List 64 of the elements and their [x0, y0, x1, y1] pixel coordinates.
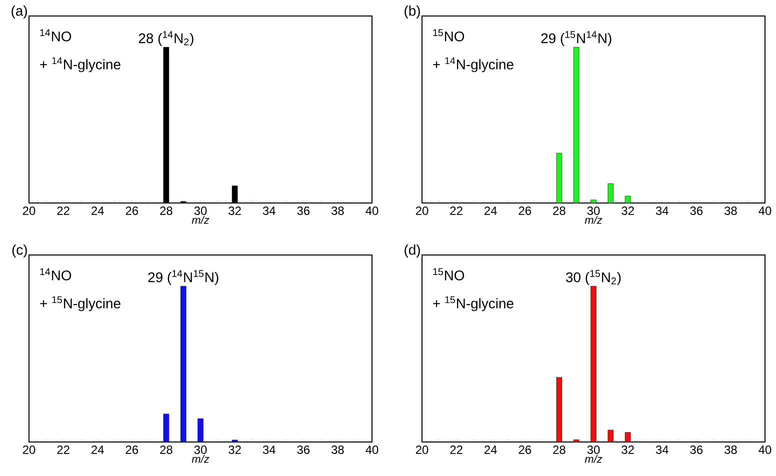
x-tick-label: 38 [332, 446, 344, 454]
x-tick-label: 24 [484, 446, 497, 454]
chart-title: (a) [12, 6, 27, 19]
x-tick-label: 36 [690, 206, 703, 215]
x-tick-label: 20 [22, 206, 36, 215]
x-tick-label: 28 [160, 446, 172, 454]
x-tick-label: 38 [332, 206, 344, 215]
x-tick-label: 34 [262, 206, 276, 215]
x-tick-label: 22 [57, 446, 70, 454]
x-tick-label: 20 [22, 446, 36, 454]
x-tick-label: 36 [297, 446, 310, 454]
annotation: 29 ($^{15}$N$^{14}$N) [541, 31, 612, 46]
x-tick-label: 26 [518, 206, 532, 215]
x-tick-label: 32 [622, 206, 634, 215]
x-tick-label: 26 [126, 206, 138, 215]
x-tick-label: 24 [92, 206, 104, 215]
x-tick-label: 30 [587, 206, 600, 215]
x-tick-label: 32 [622, 446, 634, 454]
text: $^{14}$NO [40, 29, 72, 42]
x-tick-label: 20 [416, 206, 428, 215]
annotation: + $^{14}$N-glycine [40, 57, 120, 72]
chart-title: (d) [404, 244, 420, 258]
x-tick-label: 40 [758, 446, 772, 454]
x-tick-label: 26 [518, 446, 532, 454]
x-tick-label: 36 [297, 206, 310, 215]
annotation: 28 ($^{14}$N$_{2}$) [138, 31, 194, 46]
x-tick-label: 28 [160, 206, 172, 215]
text: $^{15}$NO [433, 268, 464, 280]
x-tick-label: 40 [758, 206, 772, 215]
x-tick-label: 38 [724, 446, 737, 454]
annotation: + $^{14}$N-glycine [433, 57, 514, 72]
x-tick-label: 20 [416, 446, 428, 454]
x-tick-label: 28 [553, 446, 566, 454]
x-axis-title: m/z [192, 216, 210, 224]
x-tick-label: 22 [57, 206, 70, 215]
annotation: 30 ($^{15}$N$_{2}$) [566, 270, 621, 285]
x-tick-label: 32 [228, 446, 241, 454]
chart-title: (b) [404, 6, 420, 19]
x-axis-title: m/z [584, 454, 602, 463]
x-axis-title: m/z [192, 454, 210, 463]
x-tick-label: 34 [656, 206, 668, 215]
x-tick-label: 22 [450, 446, 462, 454]
annotation: + $^{15}$N-glycine [433, 296, 514, 312]
x-tick-label: 38 [724, 206, 737, 215]
annotation: 29 ($^{14}$N$^{15}$N) [148, 270, 218, 285]
text: $^{14}$NO [40, 268, 72, 280]
annotation: + $^{15}$N-glycine [40, 296, 120, 312]
x-axis-title: m/z [584, 216, 602, 224]
x-tick-label: 34 [262, 446, 276, 454]
x-tick-label: 28 [553, 206, 566, 215]
x-tick-label: 24 [92, 446, 104, 454]
x-tick-label: 26 [126, 446, 138, 454]
x-tick-label: 30 [194, 206, 207, 215]
x-tick-label: 36 [690, 446, 703, 454]
x-tick-label: 30 [587, 446, 600, 454]
chart-title: (c) [12, 244, 27, 258]
x-tick-label: 40 [366, 206, 378, 215]
x-tick-label: 40 [366, 446, 378, 454]
x-tick-label: 22 [450, 206, 462, 215]
text: $^{15}$NO [433, 29, 464, 42]
x-tick-label: 34 [656, 446, 668, 454]
x-tick-label: 30 [194, 446, 207, 454]
x-tick-label: 32 [228, 206, 241, 215]
x-tick-label: 24 [484, 206, 497, 215]
